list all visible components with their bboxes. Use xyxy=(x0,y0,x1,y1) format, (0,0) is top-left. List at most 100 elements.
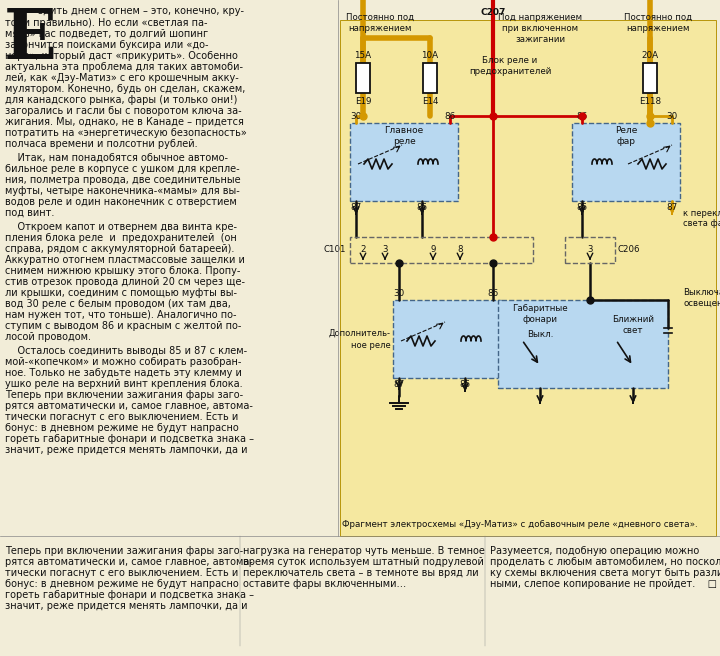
Text: гореть габаритные фонари и подсветка знака –: гореть габаритные фонари и подсветка зна… xyxy=(5,590,254,600)
Bar xyxy=(565,237,615,263)
Text: фар: фар xyxy=(616,137,636,146)
Text: закончится поисками буксира или «до-: закончится поисками буксира или «до- xyxy=(5,40,209,50)
Text: стив отрезок провода длиной 20 см через ще-: стив отрезок провода длиной 20 см через … xyxy=(5,277,245,287)
Text: к переключателю: к переключателю xyxy=(683,209,720,218)
Point xyxy=(584,295,595,305)
Text: Разумеется, подобную операцию можно: Разумеется, подобную операцию можно xyxy=(490,546,699,556)
Text: здить днем с огнем – это, конечно, кру-: здить днем с огнем – это, конечно, кру- xyxy=(38,6,244,16)
Text: рятся автоматически и, самое главное, автома-: рятся автоматически и, самое главное, ав… xyxy=(5,557,253,567)
Bar xyxy=(340,20,716,536)
Text: реле: реле xyxy=(392,137,415,146)
Text: фонари: фонари xyxy=(523,315,557,324)
Text: актуальна эта проблема для таких автомоби-: актуальна эта проблема для таких автомоб… xyxy=(5,62,243,72)
Text: 3: 3 xyxy=(382,245,388,255)
Text: 20A: 20A xyxy=(642,51,659,60)
Text: 30: 30 xyxy=(667,112,678,121)
Text: C206: C206 xyxy=(618,245,641,255)
Text: E: E xyxy=(4,6,57,73)
Text: пления блока реле  и  предохранителей  (он: пления блока реле и предохранителей (он xyxy=(5,233,237,243)
Text: справа, рядом с аккумуляторной батареей).: справа, рядом с аккумуляторной батареей)… xyxy=(5,244,235,254)
Text: мулятором. Конечно, будь он сделан, скажем,: мулятором. Конечно, будь он сделан, скаж… xyxy=(5,84,246,94)
Text: Реле: Реле xyxy=(615,126,637,135)
Text: 86: 86 xyxy=(577,112,588,121)
Text: E14: E14 xyxy=(422,97,438,106)
Text: Аккуратно отогнем пластмассовые защелки и: Аккуратно отогнем пластмассовые защелки … xyxy=(5,255,245,265)
Text: для канадского рынка, фары (и только они!): для канадского рынка, фары (и только они… xyxy=(5,95,238,105)
Text: значит, реже придется менять лампочки, да и: значит, реже придется менять лампочки, д… xyxy=(5,601,248,611)
Point xyxy=(576,111,588,121)
Text: 30: 30 xyxy=(393,289,405,298)
Text: 85: 85 xyxy=(459,380,471,389)
Text: 30: 30 xyxy=(351,112,361,121)
Text: напряжением: напряжением xyxy=(626,24,690,33)
Text: лей, как «Дэу-Матиз» с его крошечным акку-: лей, как «Дэу-Матиз» с его крошечным акк… xyxy=(5,73,239,83)
Text: 15A: 15A xyxy=(354,51,372,60)
Text: ное реле: ное реле xyxy=(351,340,391,350)
Text: Блок реле и: Блок реле и xyxy=(482,56,538,65)
Text: C207: C207 xyxy=(480,8,505,17)
Text: 87: 87 xyxy=(667,203,678,212)
Text: бильное реле в корпусе с ушком для крепле-: бильное реле в корпусе с ушком для крепл… xyxy=(5,164,240,174)
Text: 9: 9 xyxy=(431,245,436,255)
Text: зажигании: зажигании xyxy=(515,35,565,44)
Text: тически погаснут с его выключением. Есть и: тически погаснут с его выключением. Есть… xyxy=(5,568,238,578)
Point xyxy=(487,232,499,242)
Text: водов реле и один наконечник с отверстием: водов реле и один наконечник с отверстие… xyxy=(5,197,237,207)
Bar xyxy=(350,123,458,201)
Text: под винт.: под винт. xyxy=(5,208,55,218)
Text: 10A: 10A xyxy=(421,51,438,60)
Bar xyxy=(393,300,501,378)
Text: нам нужен тот, что тоньше). Аналогично по-: нам нужен тот, что тоньше). Аналогично п… xyxy=(5,310,236,320)
Text: Откроем капот и отвернем два винта кре-: Откроем капот и отвернем два винта кре- xyxy=(5,222,237,232)
Text: E118: E118 xyxy=(639,97,661,106)
Text: тически погаснут с его выключением. Есть и: тически погаснут с его выключением. Есть… xyxy=(5,412,238,422)
Text: Выключатель: Выключатель xyxy=(683,288,720,297)
Text: гореть габаритные фонари и подсветка знака –: гореть габаритные фонари и подсветка зна… xyxy=(5,434,254,444)
Text: проделать с любым автомобилем, но посколь-: проделать с любым автомобилем, но поскол… xyxy=(490,557,720,567)
Text: предохранителей: предохранителей xyxy=(469,67,552,76)
Text: нагрузка на генератор чуть меньше. В темное: нагрузка на генератор чуть меньше. В тем… xyxy=(243,546,485,556)
Text: Фрагмент электросхемы «Дэу-Матиз» с добавочным реле «дневного света».: Фрагмент электросхемы «Дэу-Матиз» с доба… xyxy=(342,520,698,529)
Text: ку схемы включения света могут быть различ-: ку схемы включения света могут быть разл… xyxy=(490,568,720,578)
Text: Габаритные: Габаритные xyxy=(512,304,568,313)
Text: C101: C101 xyxy=(323,245,346,255)
Text: мять» вас подведет, то долгий шопинг: мять» вас подведет, то долгий шопинг xyxy=(5,29,208,39)
Bar xyxy=(572,123,680,201)
Text: освещения: освещения xyxy=(683,299,720,308)
Text: Постоянно под: Постоянно под xyxy=(346,13,414,22)
Bar xyxy=(423,63,437,93)
Point xyxy=(487,111,499,121)
Text: Теперь при включении зажигания фары заго-: Теперь при включении зажигания фары заго… xyxy=(5,390,243,400)
Text: ступим с выводом 86 и красным с желтой по-: ступим с выводом 86 и красным с желтой п… xyxy=(5,321,241,331)
Point xyxy=(357,111,369,121)
Text: света фар: света фар xyxy=(683,219,720,228)
Text: напряжением: напряжением xyxy=(348,24,412,33)
Bar xyxy=(498,300,668,388)
Text: потратить на «энергетическую безопасность»: потратить на «энергетическую безопасност… xyxy=(5,128,247,138)
Text: лосой проводом.: лосой проводом. xyxy=(5,332,91,342)
Text: 8: 8 xyxy=(457,245,463,255)
Text: ное. Только не забудьте надеть эту клемму и: ное. Только не забудьте надеть эту клемм… xyxy=(5,368,242,378)
Text: 86: 86 xyxy=(487,289,498,298)
Text: ния, полметра провода, две соединительные: ния, полметра провода, две соединительны… xyxy=(5,175,240,185)
Text: 85: 85 xyxy=(416,203,428,212)
Text: бонус: в дневном режиме не будут напрасно: бонус: в дневном режиме не будут напрасн… xyxy=(5,579,239,589)
Text: 2: 2 xyxy=(360,245,366,255)
Bar xyxy=(350,237,533,263)
Text: снимем нижнюю крышку этого блока. Пропу-: снимем нижнюю крышку этого блока. Пропу- xyxy=(5,266,240,276)
Text: значит, реже придется менять лампочки, да и: значит, реже придется менять лампочки, д… xyxy=(5,445,248,455)
Text: Выкл.: Выкл. xyxy=(527,330,553,339)
Text: нора», который даст «прикурить». Особенно: нора», который даст «прикурить». Особенн… xyxy=(5,51,238,61)
Text: полчаса времени и полсотни рублей.: полчаса времени и полсотни рублей. xyxy=(5,139,197,149)
Point xyxy=(644,118,656,129)
Text: Главное: Главное xyxy=(384,126,423,135)
Text: ушко реле на верхний винт крепления блока.: ушко реле на верхний винт крепления блок… xyxy=(5,379,243,389)
Text: Теперь при включении зажигания фары заго-: Теперь при включении зажигания фары заго… xyxy=(5,546,243,556)
Bar xyxy=(643,63,657,93)
Text: 85: 85 xyxy=(577,203,588,212)
Text: 3: 3 xyxy=(588,245,593,255)
Text: 87: 87 xyxy=(351,203,361,212)
Point xyxy=(487,258,499,268)
Text: переключатель света – в темноте вы вряд ли: переключатель света – в темноте вы вряд … xyxy=(243,568,479,578)
Text: при включенном: при включенном xyxy=(502,24,578,33)
